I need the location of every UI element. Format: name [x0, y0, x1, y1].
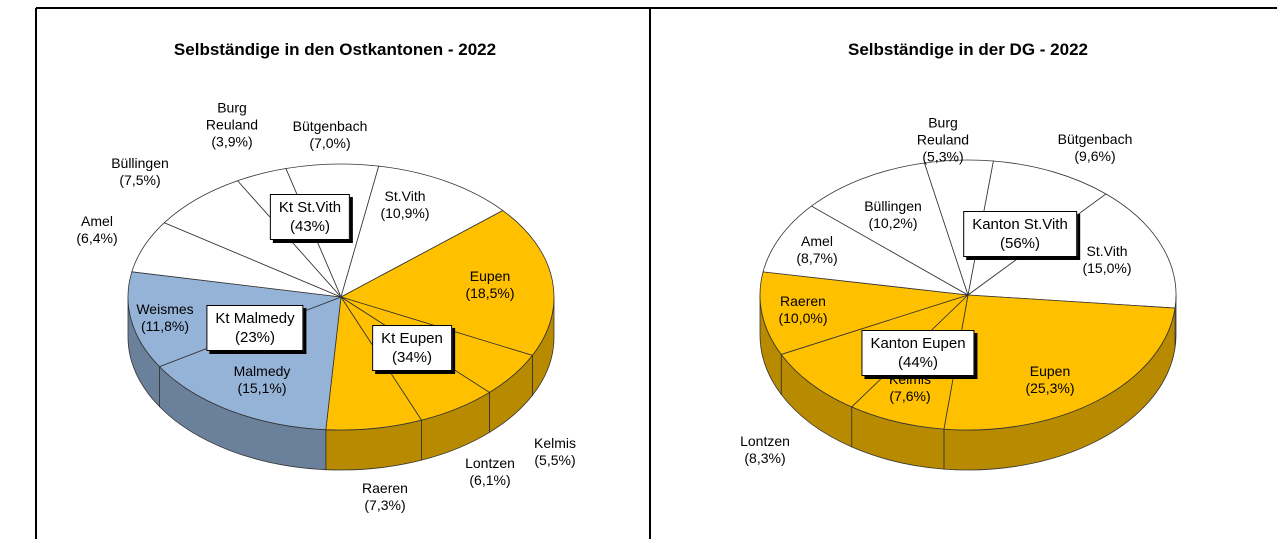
- slice-label: Lontzen (8,3%): [740, 433, 790, 467]
- slice-name: Bütgenbach: [292, 118, 368, 134]
- slice-name: Bütgenbach: [1057, 131, 1133, 147]
- group-value: (34%): [391, 349, 432, 366]
- slice-label: Büllingen (10,2%): [864, 198, 922, 232]
- slice-name: Raeren: [780, 293, 826, 309]
- slice-name: Weismes: [136, 301, 194, 317]
- slice-name: Raeren: [362, 480, 408, 496]
- slice-name: Kelmis: [533, 435, 577, 451]
- slice-value: (5,5%): [534, 452, 576, 468]
- slice-label: Büllingen (7,5%): [111, 155, 169, 189]
- slice-name: Burg Reuland: [205, 99, 259, 133]
- slice-name: Eupen: [469, 268, 511, 284]
- slice-label: St.Vith (15,0%): [1082, 243, 1131, 277]
- slice-value: (10,9%): [380, 205, 430, 221]
- slice-value: (25,3%): [1025, 380, 1075, 396]
- slice-name: Büllingen: [864, 198, 922, 214]
- chart-title: Selbständige in den Ostkantonen - 2022: [173, 40, 497, 59]
- slice-label: Kelmis (5,5%): [534, 435, 576, 469]
- slice-value: (7,6%): [889, 388, 931, 404]
- group-label: Kt St.Vith (43%): [269, 194, 351, 240]
- chart-title: Selbständige in der DG - 2022: [848, 40, 1088, 59]
- slice-value: (3,9%): [211, 133, 253, 150]
- group-value: (23%): [234, 329, 276, 346]
- slice-value: (10,0%): [778, 310, 828, 326]
- group-name: Kanton Eupen: [870, 335, 966, 352]
- slice-name: Amel: [81, 213, 113, 229]
- slice-label: Weismes (11,8%): [136, 301, 193, 335]
- slice-label: Eupen (18,5%): [465, 268, 514, 302]
- slice-name: Burg Reuland: [916, 114, 970, 148]
- group-label: Kanton St.Vith (56%): [963, 211, 1077, 257]
- slice-name: St.Vith: [384, 188, 426, 204]
- slice-label: Raeren (7,3%): [362, 480, 408, 514]
- slice-name: Amel: [801, 233, 833, 249]
- slice: [923, 159, 994, 297]
- slice-label: Burg Reuland (5,3%): [917, 115, 969, 166]
- slice-value: (8,3%): [744, 450, 786, 466]
- group-name: Kanton St.Vith: [972, 216, 1068, 233]
- group-label: Kanton Eupen (44%): [861, 330, 975, 376]
- slice-label: Eupen (25,3%): [1025, 363, 1074, 397]
- group-value: (56%): [999, 235, 1040, 252]
- slice-value: (8,7%): [796, 250, 838, 266]
- slice-value: (7,0%): [309, 135, 351, 151]
- group-name: Kt Malmedy: [215, 310, 295, 327]
- slice: [810, 162, 969, 296]
- slice: [340, 165, 504, 298]
- slice-value: (15,1%): [237, 380, 287, 396]
- slice: [762, 205, 969, 296]
- group-value: (44%): [897, 354, 938, 371]
- group-name: Kt Eupen: [381, 330, 443, 347]
- slice-value: (9,6%): [1074, 148, 1116, 164]
- group-name: Kt St.Vith: [278, 199, 342, 216]
- slice-name: Lontzen: [465, 455, 515, 471]
- slice-value: (6,1%): [469, 472, 511, 488]
- slice-value: (10,2%): [868, 215, 918, 231]
- slice-label: Raeren (10,0%): [778, 293, 827, 327]
- slice-value: (18,5%): [465, 285, 515, 301]
- slice-name: Büllingen: [111, 155, 169, 171]
- slice-label: Lontzen (6,1%): [465, 455, 515, 489]
- slice-label: Bütgenbach (7,0%): [293, 118, 368, 152]
- slice-label: Malmedy (15,1%): [234, 363, 291, 397]
- slice: [943, 294, 1176, 431]
- slice-label: Amel (6,4%): [76, 213, 117, 247]
- slice: [339, 210, 555, 356]
- slice-label: Amel (8,7%): [796, 233, 837, 267]
- slice-value: (7,5%): [119, 172, 161, 188]
- slice-name: Lontzen: [740, 433, 790, 449]
- group-label: Kt Eupen (34%): [372, 325, 452, 371]
- slice-value: (5,3%): [922, 148, 964, 165]
- group-label: Kt Malmedy (23%): [206, 305, 304, 351]
- slice-value: (6,4%): [76, 230, 118, 246]
- slice-name: Eupen: [1029, 363, 1071, 379]
- slice: [163, 180, 342, 298]
- slice-label: Kelmis (7,6%): [889, 371, 931, 405]
- group-value: (43%): [289, 218, 331, 235]
- slice-value: (11,8%): [141, 318, 189, 334]
- slice: [759, 271, 969, 355]
- slice-value: (15,0%): [1082, 260, 1132, 276]
- slice-value: (7,3%): [364, 497, 406, 513]
- slice-name: St.Vith: [1086, 243, 1128, 259]
- slice-label: St.Vith (10,9%): [380, 188, 429, 222]
- slice-label: Bütgenbach (9,6%): [1058, 131, 1133, 165]
- slice-label: Burg Reuland (3,9%): [206, 100, 258, 151]
- slice-name: Malmedy: [233, 363, 291, 379]
